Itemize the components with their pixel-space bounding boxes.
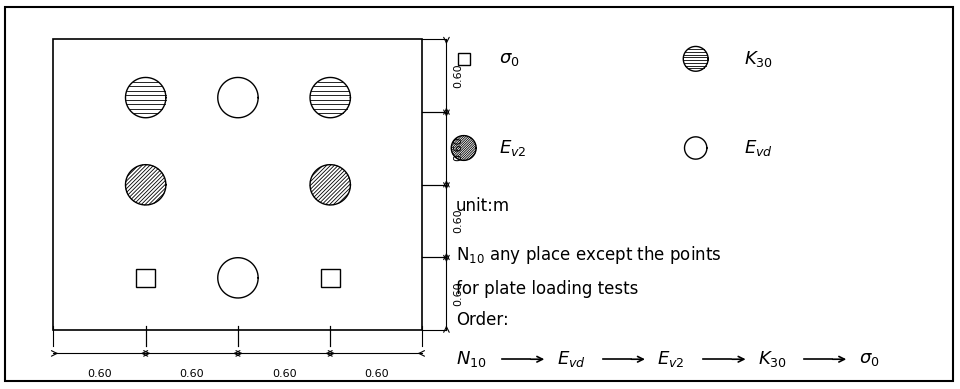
Text: Order:: Order: (456, 312, 509, 329)
Text: unit:m: unit:m (456, 197, 510, 215)
Text: 0.60: 0.60 (180, 369, 204, 379)
Text: 0.60: 0.60 (87, 369, 112, 379)
Text: 0.60: 0.60 (453, 63, 463, 88)
Bar (321, 268, 340, 287)
Bar (136, 268, 155, 287)
Text: $E_{vd}$: $E_{vd}$ (557, 349, 586, 369)
Text: 0.60: 0.60 (272, 369, 297, 379)
Text: $N_{10}$: $N_{10}$ (456, 349, 487, 369)
Bar (458, 53, 469, 65)
FancyBboxPatch shape (54, 39, 422, 330)
Text: $E_{vd}$: $E_{vd}$ (744, 138, 773, 158)
Text: $K_{30}$: $K_{30}$ (744, 49, 773, 69)
Text: 0.60: 0.60 (453, 209, 463, 233)
Text: $\mathregular{N_{10}}$ any place except the points: $\mathregular{N_{10}}$ any place except … (456, 244, 722, 266)
Text: $E_{v2}$: $E_{v2}$ (658, 349, 684, 369)
Text: 0.60: 0.60 (364, 369, 389, 379)
Text: $\sigma_0$: $\sigma_0$ (858, 350, 879, 368)
FancyBboxPatch shape (6, 7, 952, 380)
Text: 0.60: 0.60 (453, 282, 463, 306)
Text: $K_{30}$: $K_{30}$ (758, 349, 787, 369)
Text: 0.60: 0.60 (453, 136, 463, 161)
Text: $\sigma_0$: $\sigma_0$ (499, 50, 519, 68)
Text: for plate loading tests: for plate loading tests (456, 280, 638, 298)
Text: $E_{v2}$: $E_{v2}$ (499, 138, 527, 158)
